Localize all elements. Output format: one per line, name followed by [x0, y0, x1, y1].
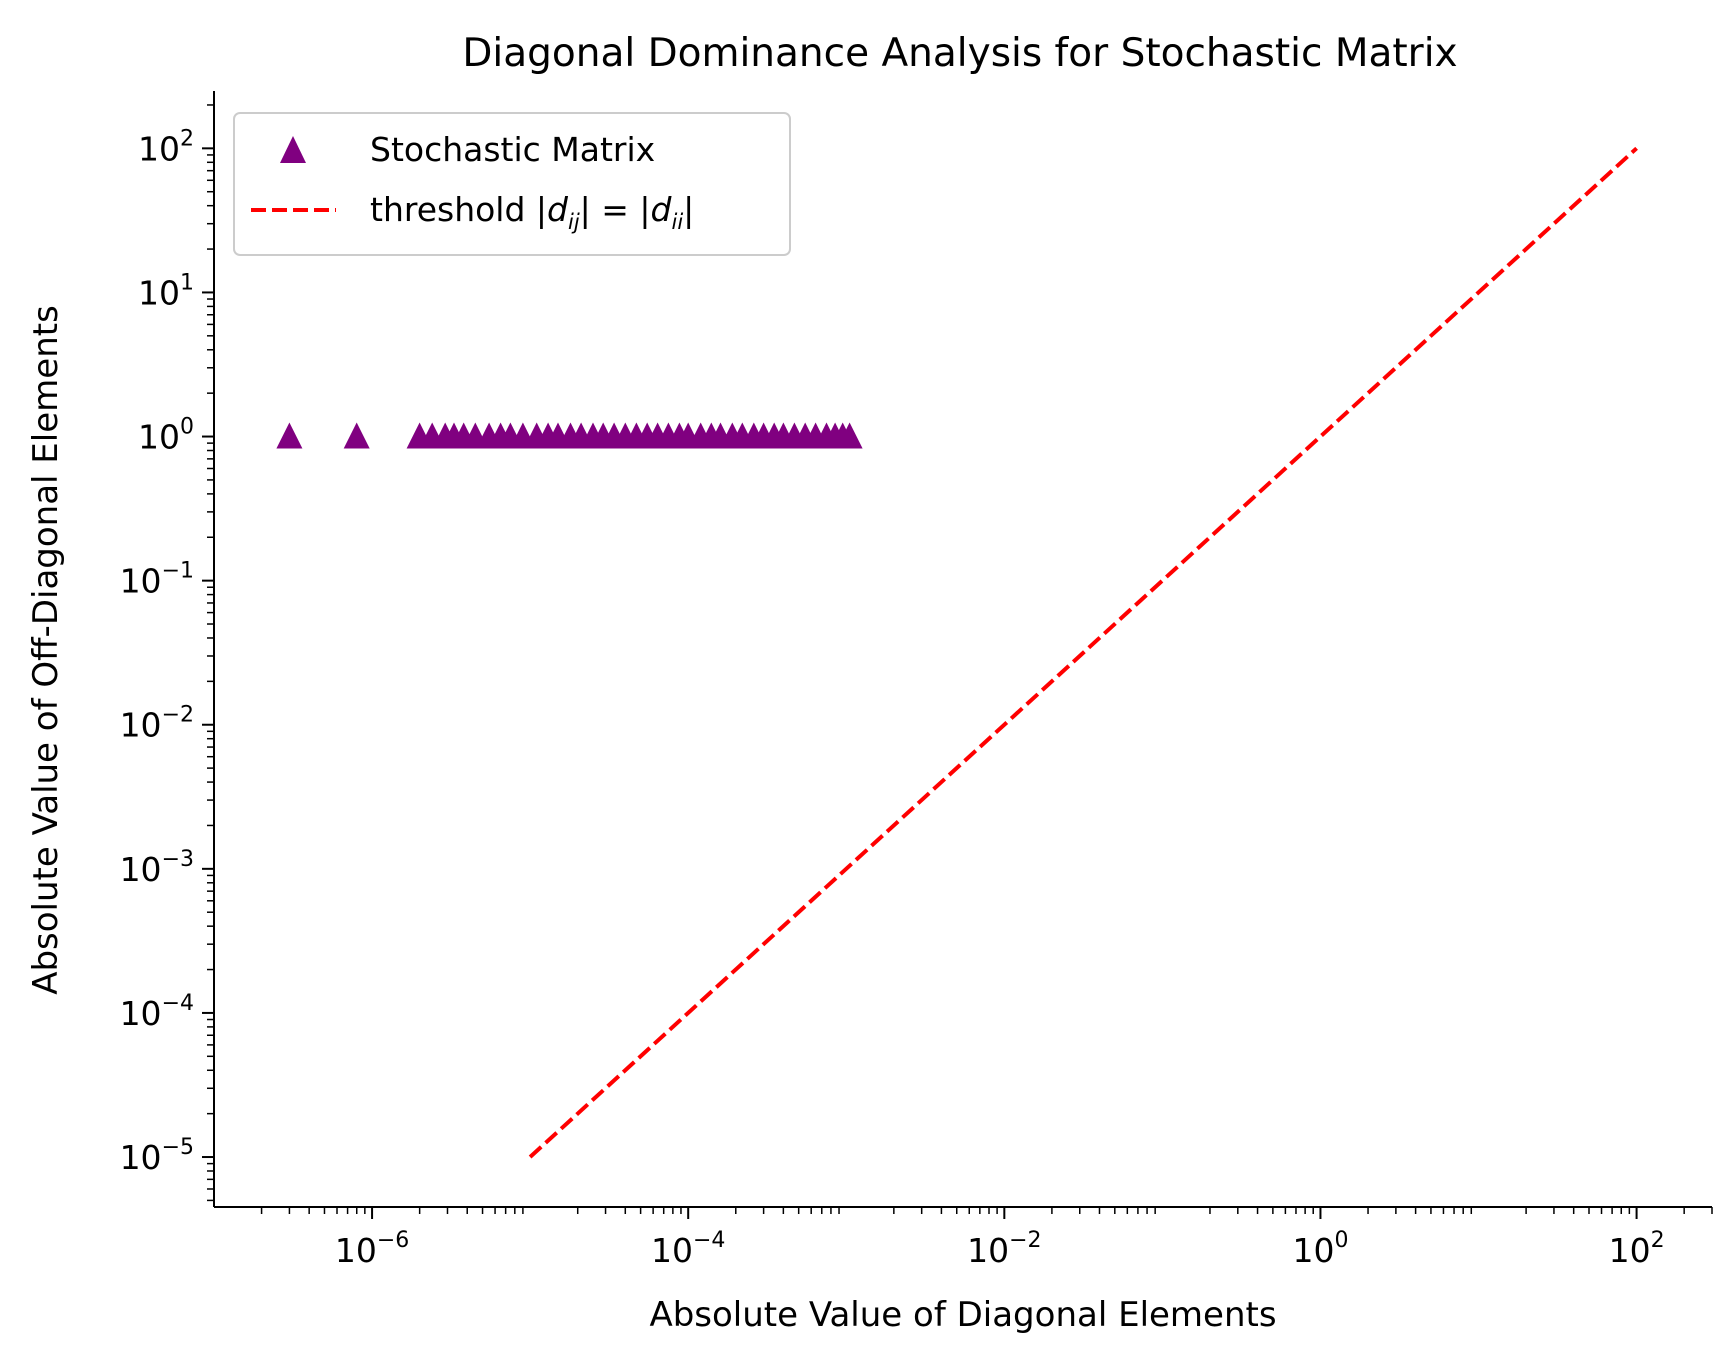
- y-axis-label: Absolute Value of Off-Diagonal Elements: [26, 305, 66, 995]
- y-tick-label: 10−4: [120, 991, 194, 1033]
- legend-threshold-sub2: ii: [671, 210, 683, 234]
- legend-threshold-d1: d: [547, 190, 569, 229]
- x-tick-label: 10−4: [651, 1228, 725, 1270]
- data-point: [836, 422, 863, 449]
- legend-threshold-suffix: |: [683, 190, 694, 229]
- y-tick-label: 10−2: [120, 703, 194, 745]
- y-tick-label: 102: [138, 126, 194, 168]
- x-tick-label: 100: [1292, 1228, 1348, 1270]
- legend-frame: [233, 112, 791, 256]
- y-tick-label: 10−5: [120, 1135, 194, 1177]
- legend-triangle-marker: [280, 136, 306, 163]
- legend-label-stochastic-matrix: Stochastic Matrix: [370, 130, 655, 169]
- data-point: [276, 422, 303, 449]
- data-point: [343, 422, 370, 449]
- y-tick-label: 10−1: [120, 559, 194, 601]
- x-tick-label: 102: [1609, 1228, 1665, 1270]
- y-ticks: 10−5 10−4 10−3 10−2 10−1 100 101 102: [120, 104, 214, 1202]
- legend-threshold-d2: d: [651, 190, 673, 229]
- legend-threshold-prefix: threshold |: [370, 190, 547, 229]
- y-tick-label: 100: [138, 415, 194, 457]
- chart-title: Diagonal Dominance Analysis for Stochast…: [462, 31, 1457, 76]
- axes: [213, 91, 1712, 1208]
- legend-threshold-sub1: ij: [568, 210, 580, 234]
- x-axis-label: Absolute Value of Diagonal Elements: [649, 1295, 1276, 1335]
- x-tick-label: 10−2: [967, 1228, 1041, 1270]
- plot-lines: [528, 146, 1638, 1159]
- y-tick-label: 101: [138, 270, 194, 312]
- y-tick-label: 10−3: [120, 847, 194, 889]
- plot-markers: [276, 422, 863, 449]
- legend-label-threshold: threshold |dij| = |dii|: [370, 190, 694, 234]
- legend: Stochastic Matrix threshold |dij| = |dii…: [233, 112, 791, 256]
- x-ticks: 10−6 10−4 10−2 100 102: [260, 1207, 1713, 1270]
- x-tick-label: 10−6: [335, 1228, 409, 1270]
- threshold-line: [528, 146, 1638, 1159]
- legend-threshold-mid: | = |: [580, 190, 651, 229]
